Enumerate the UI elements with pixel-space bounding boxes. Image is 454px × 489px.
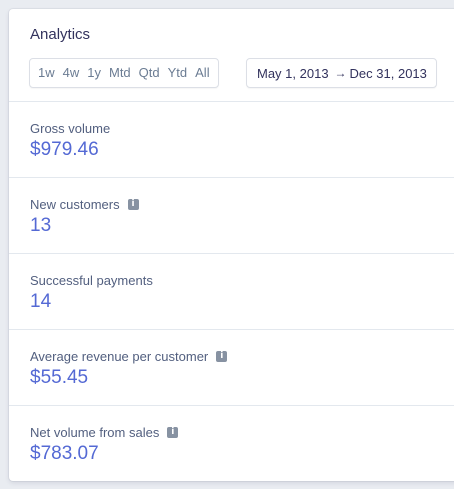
- metric-label-text: New customers: [30, 197, 120, 212]
- date-range-button[interactable]: May 1, 2013 → Dec 31, 2013: [246, 58, 437, 88]
- metric-new-customers[interactable]: New customers i 13: [9, 178, 454, 254]
- metric-successful-payments[interactable]: Successful payments 14: [9, 254, 454, 330]
- metric-label: Gross volume: [30, 121, 110, 136]
- date-start: May 1, 2013: [257, 65, 329, 81]
- analytics-card: Analytics 1w 4w 1y Mtd Qtd Ytd All May 1…: [9, 9, 454, 481]
- metric-net-volume[interactable]: Net volume from sales i $783.07: [9, 406, 454, 481]
- metric-value: 13: [30, 215, 52, 236]
- metric-gross-volume[interactable]: Gross volume $979.46: [9, 102, 454, 178]
- info-icon[interactable]: i: [127, 199, 139, 210]
- metric-label: Successful payments: [30, 273, 153, 288]
- analytics-header: Analytics 1w 4w 1y Mtd Qtd Ytd All May 1…: [9, 9, 454, 102]
- date-end: Dec 31, 2013: [349, 65, 427, 81]
- metric-value: $783.07: [30, 443, 99, 464]
- range-ytd-button[interactable]: Ytd: [167, 65, 188, 80]
- metric-label-text: Successful payments: [30, 273, 153, 288]
- metric-value: $55.45: [30, 367, 89, 388]
- metric-label: Net volume from sales i: [30, 425, 179, 440]
- metric-value: $979.46: [30, 139, 99, 160]
- metric-label: New customers i: [30, 197, 139, 212]
- metric-value: 14: [30, 291, 52, 312]
- range-all-button[interactable]: All: [195, 65, 210, 80]
- info-icon[interactable]: i: [167, 427, 179, 438]
- range-4w-button[interactable]: 4w: [62, 65, 80, 80]
- metric-label: Average revenue per customer i: [30, 349, 228, 364]
- range-qtd-button[interactable]: Qtd: [138, 65, 160, 80]
- metric-label-text: Net volume from sales: [30, 425, 160, 440]
- metric-label-text: Average revenue per customer: [30, 349, 209, 364]
- range-1w-button[interactable]: 1w: [38, 65, 55, 80]
- metric-label-text: Gross volume: [30, 121, 111, 136]
- range-mtd-button[interactable]: Mtd: [108, 65, 131, 80]
- metric-average-revenue[interactable]: Average revenue per customer i $55.45: [9, 330, 454, 406]
- info-icon[interactable]: i: [216, 351, 228, 362]
- arrow-right-icon: →: [334, 66, 347, 80]
- range-selector: 1w 4w 1y Mtd Qtd Ytd All: [29, 58, 219, 88]
- range-1y-button[interactable]: 1y: [87, 65, 101, 80]
- page-title: Analytics: [30, 26, 91, 43]
